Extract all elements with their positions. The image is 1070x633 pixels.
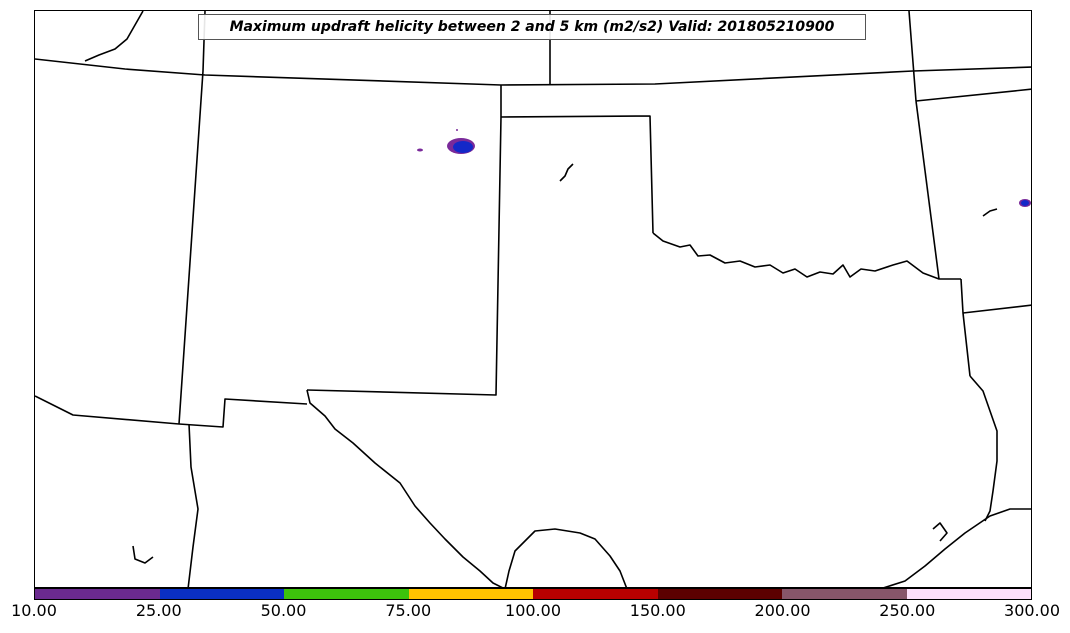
- arkansas-south: [962, 304, 1031, 314]
- helicity-cell-3: [456, 129, 458, 131]
- colorbar-tick-label: 200.00: [754, 601, 811, 620]
- colorbar-tick-label: 300.00: [1004, 601, 1060, 620]
- sabine-river: [969, 375, 998, 522]
- louisiana-west: [960, 278, 971, 377]
- helicity-cell-1-core: [453, 141, 473, 153]
- red-river: [652, 232, 961, 280]
- state-border-ne: [915, 88, 1031, 102]
- colorbar-tick-label: 25.00: [135, 601, 182, 620]
- colorbar-tick-label: 250.00: [879, 601, 936, 620]
- helicity-field: [417, 129, 1031, 207]
- colorbar-tick-label: 10.00: [11, 601, 57, 620]
- colorbar-segment: [408, 589, 533, 599]
- rio-grande: [306, 389, 503, 587]
- coast-nw: [84, 11, 144, 62]
- lake-1: [559, 163, 574, 182]
- state-border-north: [35, 58, 1031, 86]
- map-svg: [35, 11, 1031, 587]
- colorbar: [34, 588, 1032, 600]
- colorbar-tick-label: 75.00: [385, 601, 432, 620]
- helicity-cell-2: [417, 148, 423, 152]
- colorbar-segment: [35, 589, 160, 599]
- nm-south: [35, 395, 308, 428]
- lake-3: [132, 545, 154, 564]
- oklahoma-panhandle-east: [306, 85, 502, 396]
- bay-detail: [932, 522, 948, 542]
- oklahoma-north: [500, 115, 654, 234]
- colorbar-tick-label: 100.00: [505, 601, 561, 620]
- gulf-coast: [883, 508, 1031, 587]
- colorbar-tick-label: 150.00: [629, 601, 686, 620]
- colorbar-segment: [782, 589, 907, 599]
- map-area: [34, 10, 1032, 588]
- helicity-cell-4-core: [1021, 200, 1029, 206]
- az-border: [187, 423, 199, 587]
- state-border-vertical-right: [908, 11, 917, 102]
- colorbar-segment: [906, 589, 1031, 599]
- rio-grande-south: [504, 528, 628, 587]
- colorbar-labels: 10.00 25.00 50.00 75.00 100.00 150.00 200.00 25…: [0, 601, 1070, 625]
- arkansas-west: [915, 100, 940, 280]
- colorbar-segment: [284, 589, 409, 599]
- colorbar-segment: [159, 589, 284, 599]
- colorbar-segment: [533, 589, 658, 599]
- colorbar-segment: [657, 589, 782, 599]
- colorbar-tick-label: 50.00: [260, 601, 307, 620]
- lake-2: [982, 208, 998, 217]
- map-title: Maximum updraft helicity between 2 and 5…: [198, 14, 866, 40]
